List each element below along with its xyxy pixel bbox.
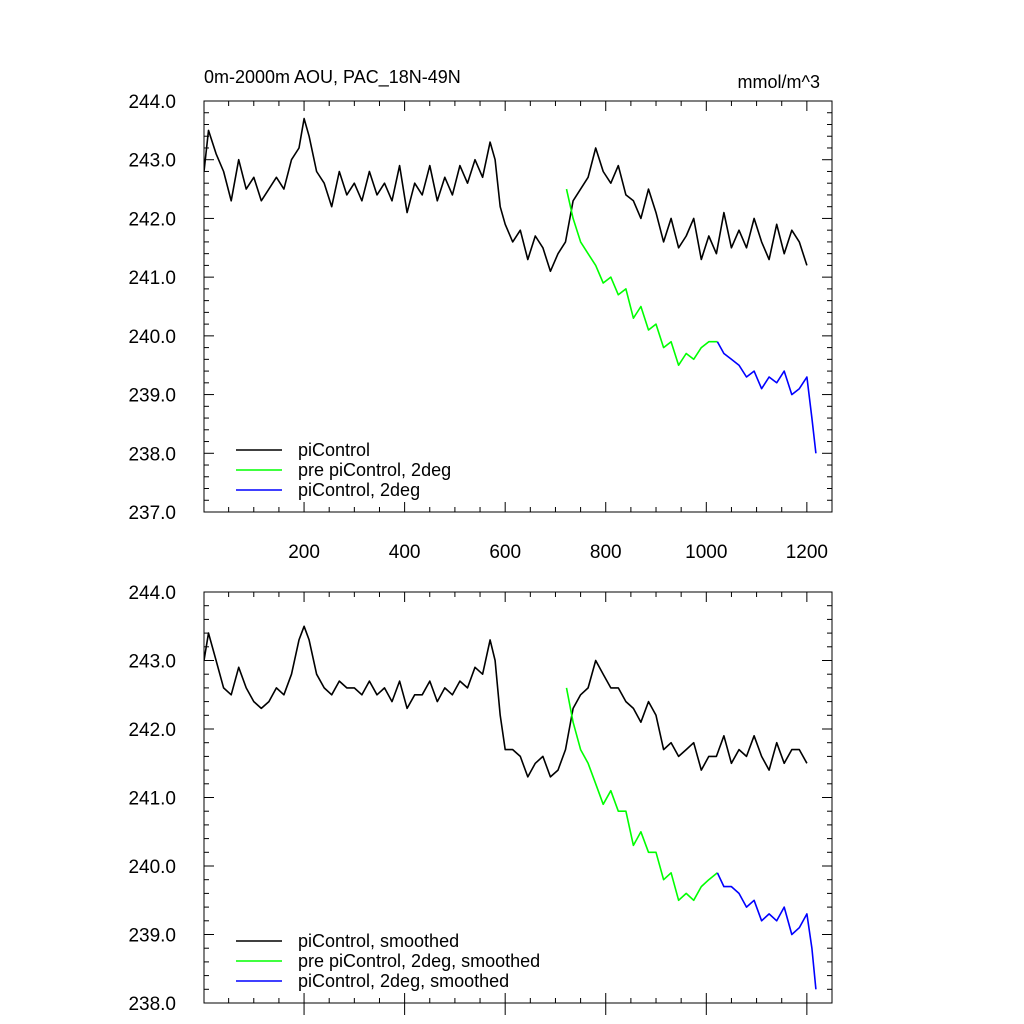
top-legend-label-picontrol: piControl [298,440,370,460]
top-legend-label-picontrol-2deg: piControl, 2deg [298,480,420,500]
top-y-tick-label: 241.0 [128,268,176,289]
top-series-line-picontrol [204,117,808,273]
top-y-tick-label: 239.0 [128,386,176,407]
top-legend-label-pre-picontrol-2deg: pre piControl, 2deg [298,460,451,480]
top-x-tick-label: 1000 [685,542,727,563]
bottom-y-tick-label: 243.0 [128,652,176,673]
bottom-y-tick-label: 238.0 [128,994,176,1015]
top-x-tick-label: 400 [389,542,421,563]
top-y-tick-label: 237.0 [128,503,176,524]
bottom-panel: 238.0 239.0 240.0 241.0 242.0 243.0 244.0 piCon… [128,583,833,1015]
top-series-line-pre-picontrol-2deg [565,188,718,367]
top-plot-frame [203,100,833,513]
top-y-tick-label: 244.0 [128,92,176,113]
top-y-tick-label: 243.0 [128,151,176,172]
units-label: mmol/m^3 [738,72,820,92]
bottom-y-tick-label: 241.0 [128,789,176,810]
figure-title: 0m-2000m AOU, PAC_18N-49N [204,67,461,88]
top-y-tick-label: 240.0 [128,327,176,348]
top-y-tick-label: 242.0 [128,209,176,230]
bottom-y-tick-label: 242.0 [128,720,176,741]
bottom-legend-label-picontrol-smoothed: piControl, smoothed [298,931,459,951]
top-x-tick-label: 600 [489,542,521,563]
bottom-series-line-pre-picontrol-2deg-smoothed [565,687,718,902]
top-x-tick-label: 800 [590,542,622,563]
top-x-tick-label: 200 [288,542,320,563]
bottom-y-tick-label: 239.0 [128,926,176,947]
bottom-y-tick-label: 240.0 [128,857,176,878]
top-series-line-picontrol-2deg [716,341,817,454]
top-x-tick-label: 1200 [786,542,828,563]
top-y-tick-label: 238.0 [128,444,176,465]
bottom-y-tick-label: 244.0 [128,583,176,604]
bottom-series-line-picontrol-2deg-smoothed [716,872,817,990]
bottom-series-line-picontrol-smoothed [204,625,808,778]
bottom-legend-label-picontrol-2deg-smoothed: piControl, 2deg, smoothed [298,971,509,991]
top-panel: 237.0 238.0 239.0 240.0 241.0 242.0 243.0 244.0… [128,92,833,563]
bottom-legend-label-pre-picontrol-2deg-smoothed: pre piControl, 2deg, smoothed [298,951,540,971]
